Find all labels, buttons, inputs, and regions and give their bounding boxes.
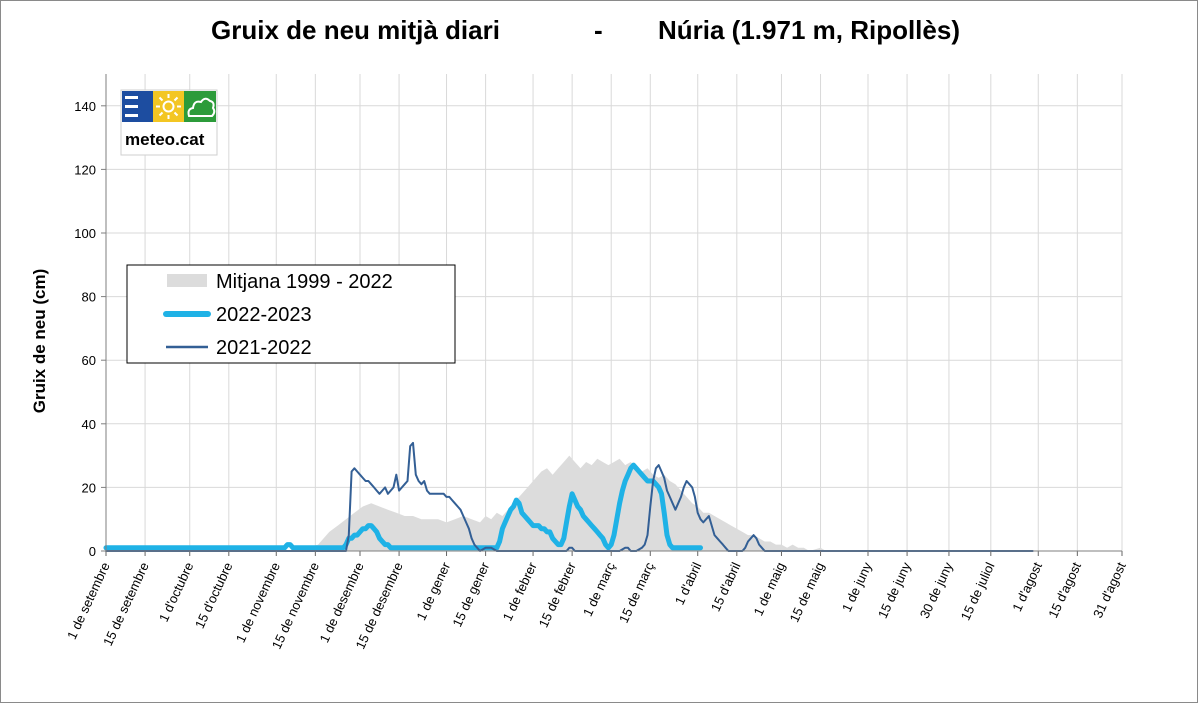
series-area-average — [106, 455, 1122, 551]
cloud-icon — [187, 97, 216, 117]
y-tick-label-100: 100 — [74, 226, 96, 241]
x-tick-label-15: 15 d'abril — [708, 560, 744, 614]
x-tick-label-20: 30 de juny — [917, 559, 956, 620]
meteocat-logo: meteo.cat — [120, 89, 218, 156]
x-tick-label-21: 15 de juliol — [958, 560, 998, 623]
x-tick-label-11: 15 de febrer — [536, 559, 580, 629]
x-tick-label-13: 15 de març — [616, 559, 657, 625]
x-tick-label-19: 15 de juny — [875, 559, 914, 620]
x-tick-label-23: 15 d'agost — [1045, 560, 1084, 621]
x-tick-label-2: 1 d'octubre — [156, 560, 197, 624]
x-tick-label-17: 15 de maig — [786, 560, 827, 625]
legend-swatch-average — [167, 274, 207, 287]
chart-title-right: Núria (1.971 m, Ripollès) — [658, 15, 960, 45]
y-tick-label-120: 120 — [74, 162, 96, 177]
x-tick-label-9: 15 de gener — [449, 559, 492, 629]
x-tick-label-18: 1 de juny — [839, 559, 875, 614]
x-tick-label-16: 1 de maig — [750, 560, 788, 618]
chart-legend: Mitjana 1999 - 2022 2022-2023 2021-2022 — [126, 264, 456, 364]
x-tick-label-22: 1 d'agost — [1009, 560, 1045, 614]
y-tick-label-80: 80 — [82, 290, 96, 305]
legend-label-average: Mitjana 1999 - 2022 — [216, 271, 393, 293]
chart-title-left: Gruix de neu mitjà diari — [211, 15, 500, 45]
logo-green-block — [184, 91, 216, 122]
y-tick-label-20: 20 — [82, 480, 96, 495]
logo-text: meteo.cat — [125, 130, 205, 149]
legend-label-2021-2022: 2021-2022 — [216, 337, 312, 359]
y-tick-labels: 0 20 40 60 80 100 120 140 — [74, 99, 96, 559]
legend-label-2022-2023: 2022-2023 — [216, 304, 312, 326]
sun-icon — [156, 94, 181, 119]
x-tick-label-10: 1 de febrer — [500, 559, 540, 623]
y-tick-label-0: 0 — [89, 544, 96, 559]
y-tick-label-140: 140 — [74, 99, 96, 114]
x-tick-label-8: 1 de gener — [413, 559, 453, 622]
wind-lines-icon — [125, 96, 138, 117]
axes — [101, 74, 1123, 556]
y-tick-label-40: 40 — [82, 417, 96, 432]
y-tick-label-60: 60 — [82, 353, 96, 368]
x-tick-label-12: 1 de març — [580, 559, 618, 618]
x-tick-label-24: 31 d'agost — [1090, 560, 1129, 621]
y-axis-label: Gruix de neu (cm) — [30, 269, 49, 414]
x-tick-label-3: 15 d'octubre — [192, 560, 236, 631]
series-line-2022-2023 — [103, 462, 703, 551]
x-tick-label-14: 1 d'abril — [672, 560, 705, 607]
average-area-series — [106, 455, 1122, 551]
chart-title-separator: - — [594, 15, 603, 45]
